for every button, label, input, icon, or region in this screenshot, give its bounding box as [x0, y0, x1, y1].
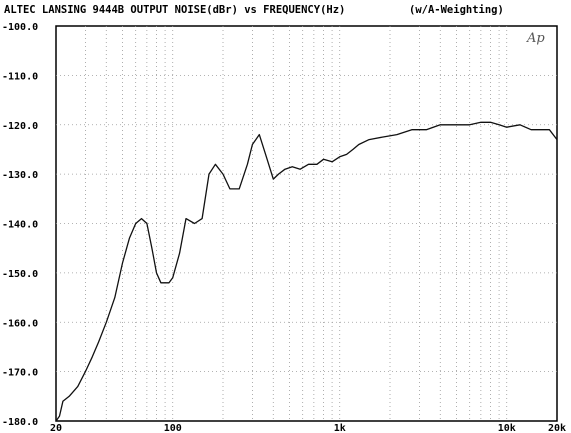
chart-title: ALTEC LANSING 9444B OUTPUT NOISE(dBr) vs…: [4, 4, 345, 16]
y-tick-label: -130.0: [2, 170, 38, 181]
y-axis-ticks: -100.0 -110.0 -120.0 -130.0 -140.0 -150.0 -160…: [2, 22, 38, 428]
x-tick-label: 20k: [548, 423, 566, 433]
x-axis-ticks: 20 100 1k 10k 20k: [50, 423, 566, 433]
x-tick-label: 1k: [334, 423, 346, 433]
y-tick-label: -110.0: [2, 71, 38, 82]
y-tick-label: -170.0: [2, 368, 38, 379]
noise-series-line: [55, 121, 558, 422]
x-tick-label: 10k: [498, 423, 516, 433]
grid: [56, 26, 557, 421]
plot-frame: [55, 25, 558, 422]
chart-subtitle: (w/A-Weighting): [409, 4, 504, 16]
y-tick-label: -140.0: [2, 220, 38, 231]
y-tick-label: -120.0: [2, 121, 38, 132]
x-tick-label: 100: [164, 423, 182, 433]
ap-logo: Ap: [526, 31, 545, 46]
series-layer: [55, 121, 558, 422]
x-tick-label: 20: [50, 423, 62, 433]
y-tick-label: -180.0: [2, 417, 38, 428]
y-tick-label: -150.0: [2, 269, 38, 280]
y-tick-label: -160.0: [2, 318, 38, 329]
y-tick-label: -100.0: [2, 22, 38, 33]
